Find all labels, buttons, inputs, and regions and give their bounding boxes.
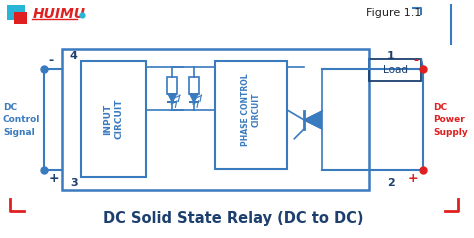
Bar xyxy=(81,61,146,177)
Text: -: - xyxy=(48,54,54,67)
Text: INPUT
CIRCUIT: INPUT CIRCUIT xyxy=(103,99,124,139)
Bar xyxy=(7,5,25,20)
Text: Load: Load xyxy=(383,65,408,75)
Polygon shape xyxy=(304,111,322,129)
Text: DC Solid State Relay (DC to DC): DC Solid State Relay (DC to DC) xyxy=(103,211,364,226)
Bar xyxy=(167,77,177,94)
Bar xyxy=(369,59,421,81)
Bar xyxy=(14,12,27,25)
Text: DC
Control
Signal: DC Control Signal xyxy=(3,103,40,137)
Polygon shape xyxy=(190,94,198,102)
Text: DC
Power
Supply: DC Power Supply xyxy=(433,103,468,137)
Bar xyxy=(62,49,369,190)
Text: PHASE CONTROL
CIRCUIT: PHASE CONTROL CIRCUIT xyxy=(241,74,261,146)
Text: Figure 1.1: Figure 1.1 xyxy=(366,8,421,18)
Text: 2: 2 xyxy=(387,178,395,188)
Text: -: - xyxy=(413,54,419,67)
Bar xyxy=(215,61,287,169)
Text: HUIMU: HUIMU xyxy=(33,7,85,21)
Text: 3: 3 xyxy=(70,178,78,188)
Text: +: + xyxy=(48,172,59,185)
Text: +: + xyxy=(408,172,419,185)
Text: 4: 4 xyxy=(70,51,78,61)
Text: 1: 1 xyxy=(387,51,395,61)
Bar xyxy=(189,77,199,94)
Polygon shape xyxy=(168,94,176,102)
